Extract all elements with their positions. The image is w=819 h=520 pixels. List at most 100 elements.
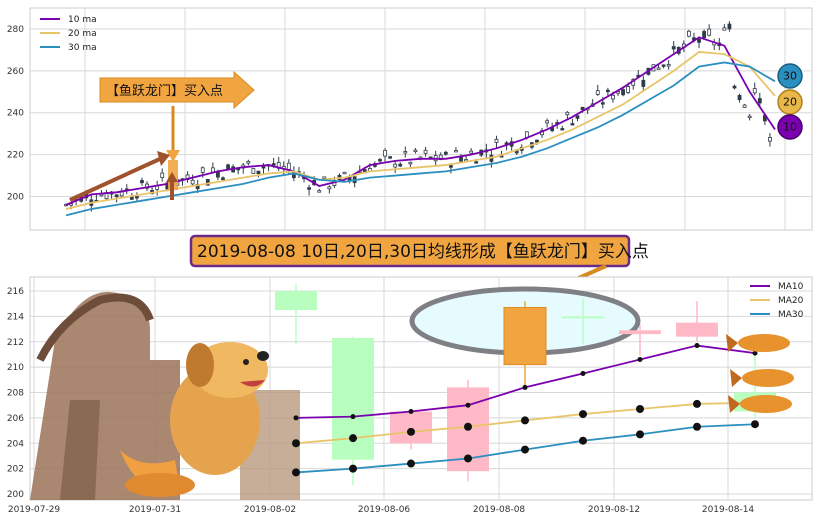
illustration-gate — [30, 291, 300, 500]
gate-column — [60, 400, 100, 500]
annotation-text: 【鱼跃龙门】买入点 — [106, 83, 223, 99]
top-ma-line-10ma — [65, 36, 776, 206]
top-candle-body — [535, 139, 539, 143]
top-candle-body — [221, 177, 225, 181]
badge-30-circle — [777, 63, 803, 89]
bottom-ma-point-MA30 — [636, 430, 644, 439]
top-candle-body — [443, 151, 448, 155]
top-y-tick-label: 220 — [7, 151, 24, 161]
top-candle-body — [210, 167, 215, 173]
badge-20-label: 20 — [783, 96, 797, 109]
top-candle-body — [469, 150, 474, 154]
bottom-y-ticks: 200 202 204 206 208 210 212 214 216 — [7, 287, 24, 500]
bottom-candle-body — [503, 306, 547, 366]
top-candle-body — [494, 138, 499, 143]
top-candle-body — [656, 67, 661, 70]
annotation-pointer-head — [166, 150, 180, 162]
bottom-ma-point-MA30 — [349, 464, 357, 473]
top-candle-body — [702, 31, 706, 39]
bottom-candle-body — [275, 291, 317, 311]
bottom-ma-point-MA20 — [407, 427, 415, 436]
koi-fish-1 — [726, 334, 790, 352]
bottom-x-ticks: 2019-07-29 2019-07-31 2019-08-02 2019-08-06… — [8, 505, 755, 515]
koi-body-3 — [740, 395, 792, 413]
top-candle-body — [580, 106, 585, 110]
bottom-y-tick-label: 200 — [7, 490, 24, 500]
bottom-ma-point-MA10 — [694, 343, 700, 349]
badge-20-circle — [777, 89, 803, 115]
dog-mouth — [240, 380, 265, 387]
bottom-ma-point-MA30 — [693, 422, 701, 431]
bottom-ma-point-MA30 — [407, 459, 415, 468]
top-candle-body — [251, 168, 256, 174]
bottom-ma-point-MA10 — [465, 402, 471, 408]
brown-up-arrow-head — [166, 172, 178, 182]
dog-eye — [243, 359, 249, 365]
banner-box — [189, 234, 631, 268]
buy-point-annotation: 【鱼跃龙门】买入点 — [69, 70, 255, 202]
bottom-y-tick-label: 208 — [7, 389, 24, 399]
brown-trend-arrow — [69, 156, 163, 202]
top-candle-body — [687, 30, 691, 37]
top-ma-line-20ma — [65, 51, 776, 210]
bottom-y-tick-label: 206 — [7, 414, 24, 424]
top-candle-body — [322, 176, 327, 179]
top-ma-line-30ma — [65, 61, 776, 217]
bottom-y-tick-label: 212 — [7, 338, 24, 348]
top-candle-body — [747, 115, 752, 119]
top-candle-body — [393, 163, 398, 168]
bottom-ma-point-MA30 — [521, 445, 529, 454]
bottom-ma-point-MA10 — [293, 415, 299, 421]
annotation-arrow-box — [99, 70, 255, 110]
badge-10-circle — [777, 114, 803, 140]
top-candle-body — [408, 161, 413, 165]
top-candle-body — [160, 172, 165, 179]
bottom-ma-point-MA20 — [693, 399, 701, 408]
bottom-x-tick-label: 2019-08-08 — [473, 505, 526, 515]
top-candle-body — [707, 28, 712, 36]
top-candle-body — [140, 180, 144, 184]
bottom-candle-body — [676, 322, 718, 337]
ma-badges: 30 20 10 — [777, 63, 803, 140]
koi-body-1 — [738, 334, 790, 352]
top-candle-body — [575, 115, 580, 119]
top-candle-body — [752, 88, 757, 94]
top-candle-body — [388, 156, 393, 159]
bottom-candle-body — [562, 316, 604, 319]
bottom-ma-point-MA10 — [350, 414, 356, 420]
bottom-x-tick-label: 2019-07-29 — [8, 505, 61, 515]
top-candle-body — [641, 79, 646, 87]
top-candle-body — [459, 156, 463, 162]
top-candle-body — [565, 111, 570, 116]
top-candle-body — [383, 150, 387, 157]
top-legend: 10 ma 20 ma 30 ma — [40, 15, 97, 53]
koi-body-2 — [742, 369, 794, 387]
koi-tail-2 — [730, 369, 742, 387]
top-candle-body — [200, 167, 205, 173]
top-candle-body — [605, 89, 610, 93]
legend-label-ma30: MA30 — [778, 310, 804, 320]
bottom-ma-point-MA10 — [637, 357, 643, 363]
bottom-x-tick-label: 2019-08-06 — [358, 505, 411, 515]
top-candle-body — [611, 94, 615, 100]
koi-tail-1 — [726, 334, 738, 352]
top-y-tick-label: 200 — [7, 192, 24, 202]
top-candle-body — [595, 90, 600, 95]
koi-tail-3 — [728, 395, 740, 413]
bottom-ma-point-MA10 — [580, 370, 586, 376]
top-candle-body — [317, 190, 322, 193]
legend-label-ma10: MA10 — [778, 282, 804, 292]
top-candle-body — [286, 162, 291, 170]
top-candle-body — [474, 161, 479, 164]
dog-nose — [257, 351, 269, 361]
gate-arch — [36, 293, 154, 362]
top-candle-body — [403, 151, 408, 154]
bottom-ma-point-MA20 — [464, 422, 472, 431]
banner: 2019-08-08 10日,20日,30日均线形成【鱼跃龙门】买入点 — [189, 234, 649, 298]
bottom-ma-point-MA30 — [464, 454, 472, 463]
bottom-ma-point-MA20 — [292, 439, 300, 448]
dog-ear — [186, 343, 214, 387]
top-candle-body — [448, 165, 453, 168]
